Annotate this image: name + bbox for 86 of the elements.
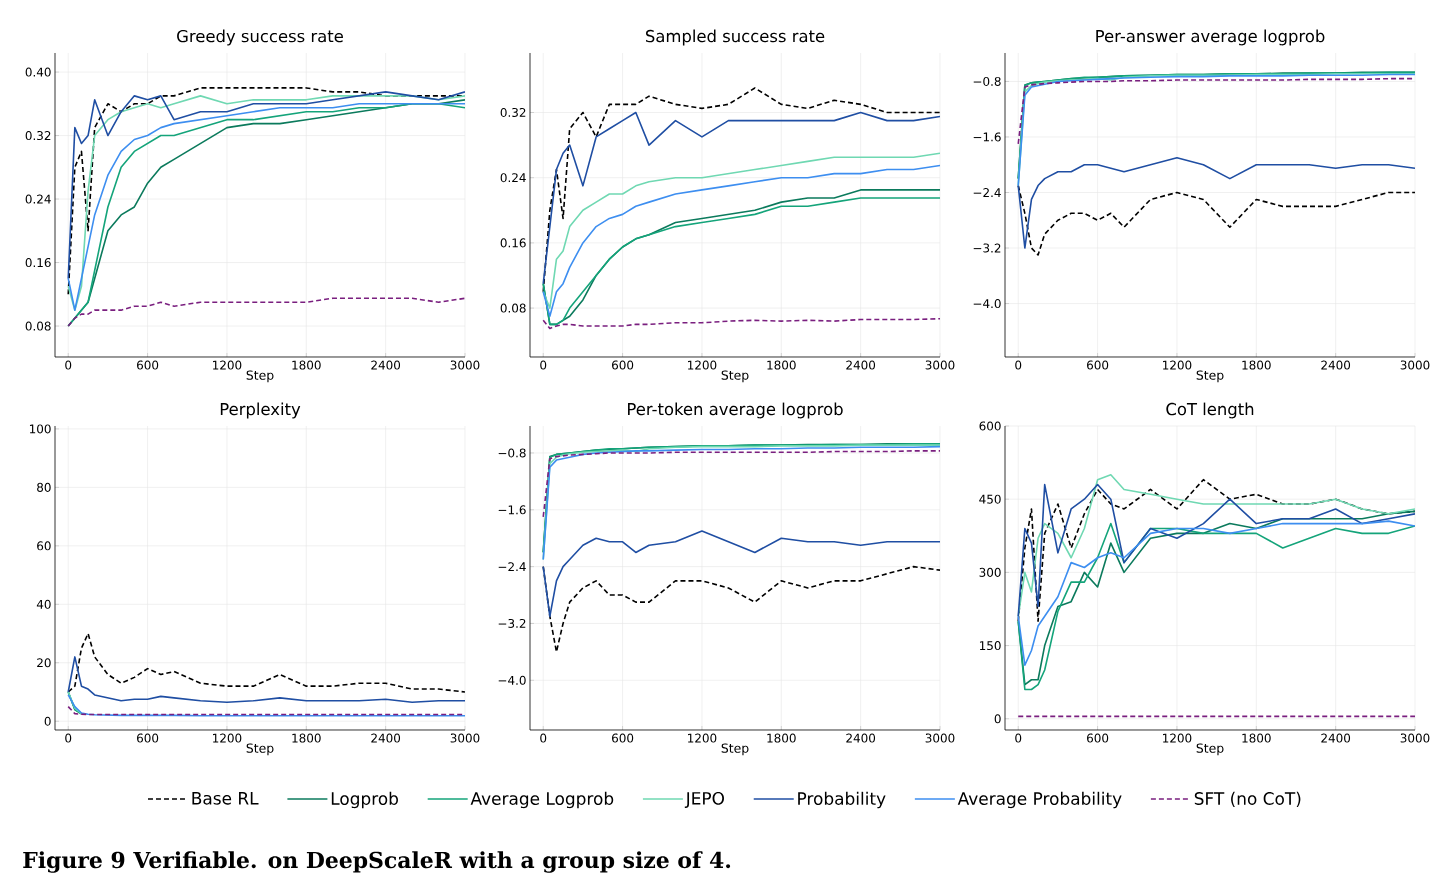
x-axis-title: Step	[721, 743, 749, 756]
y-tick-label: −0.8	[498, 448, 526, 458]
x-axis-title: Step	[246, 743, 274, 756]
y-tick-label: 0	[994, 714, 1001, 724]
x-tick-label: 3000	[1400, 733, 1430, 743]
x-tick-label: 3000	[925, 360, 955, 370]
chart-title: Per-token average logprob	[628, 402, 843, 419]
x-tick-label: 3000	[450, 733, 480, 743]
x-tick-label: 2400	[1321, 733, 1351, 743]
y-tick-label: 0.08	[500, 303, 526, 313]
x-tick-label: 2400	[371, 733, 401, 743]
x-tick-label: 600	[612, 360, 634, 370]
y-tick-label: 450	[979, 494, 1001, 504]
y-tick-label: 0.32	[25, 131, 51, 141]
x-tick-label: 0	[540, 360, 547, 370]
x-tick-label: 600	[137, 733, 159, 743]
legend-label: Average Logprob	[470, 791, 614, 809]
x-tick-label: 600	[612, 733, 634, 743]
x-tick-label: 600	[1087, 360, 1109, 370]
y-tick-label: 60	[37, 541, 51, 551]
x-tick-label: 3000	[450, 360, 480, 370]
x-tick-label: 0	[540, 733, 547, 743]
y-tick-label: 0.32	[500, 107, 526, 118]
x-tick-label: 3000	[1400, 360, 1430, 370]
x-tick-label: 1200	[1163, 360, 1192, 370]
y-tick-label: −3.2	[973, 243, 1001, 253]
y-tick-label: 40	[36, 599, 51, 609]
x-tick-label: 1800	[292, 360, 321, 370]
chart-title: Sampled success rate	[645, 29, 825, 46]
x-tick-label: 0	[65, 733, 72, 743]
text: Figure 9 Verifiable. on DeepScaleR with a group size of 4.	[23, 851, 731, 873]
y-tick-label: 0.08	[25, 321, 51, 331]
x-tick-label: 1800	[767, 360, 796, 370]
x-tick-label: 2400	[846, 733, 876, 743]
x-tick-label: 1200	[213, 360, 242, 370]
y-tick-label: 0.24	[500, 173, 526, 183]
y-tick-label: 0.24	[25, 194, 51, 204]
y-tick-label: −3.2	[498, 618, 526, 628]
x-tick-label: 1800	[292, 733, 321, 743]
y-tick-label: 80	[37, 482, 51, 492]
x-tick-label: 0	[1015, 733, 1022, 743]
x-axis-title: Step	[721, 370, 749, 383]
y-tick-label: 0.40	[25, 67, 51, 77]
y-tick-label: −2.4	[498, 562, 526, 572]
y-tick-label: 0	[44, 716, 51, 726]
chart-title: Per-answer average logprob	[1096, 29, 1325, 46]
chart-title: Greedy success rate	[177, 29, 343, 46]
x-tick-label: 2400	[846, 360, 876, 370]
x-tick-label: 600	[137, 360, 159, 370]
y-tick-label: −1.6	[973, 132, 1001, 142]
y-tick-label: −0.8	[973, 76, 1001, 86]
y-tick-label: 20	[37, 658, 51, 668]
x-tick-label: 2400	[371, 360, 401, 370]
x-axis-title: Step	[1196, 370, 1224, 383]
x-tick-label: 1200	[688, 733, 717, 743]
chart-title: CoT length	[1166, 402, 1254, 419]
x-tick-label: 3000	[925, 733, 955, 743]
y-tick-label: 600	[979, 421, 1001, 431]
x-tick-label: 2400	[1321, 360, 1351, 370]
x-axis-title: Step	[246, 370, 274, 383]
y-tick-label: 100	[29, 424, 51, 434]
x-tick-label: 1200	[1163, 733, 1192, 743]
y-tick-label: −2.4	[973, 188, 1001, 197]
y-tick-label: −1.6	[498, 505, 526, 515]
chart-title: Perplexity	[220, 402, 301, 419]
legend-label: Logprob	[331, 791, 398, 809]
y-tick-label: −4.0	[498, 675, 526, 685]
x-tick-label: 1800	[1242, 733, 1271, 743]
x-tick-label: 1200	[213, 733, 242, 743]
y-tick-label: 300	[979, 567, 1001, 577]
legend-label: Base RL	[192, 792, 259, 805]
x-tick-label: 1800	[767, 733, 796, 743]
y-tick-label: 0.16	[25, 258, 51, 268]
legend-label: Average Probability	[957, 791, 1122, 809]
legend-label: SFT (no CoT)	[1194, 791, 1301, 807]
x-tick-label: 600	[1087, 733, 1109, 743]
x-tick-label: 1800	[1242, 360, 1271, 370]
y-tick-label: 0.16	[500, 238, 526, 248]
legend-label: JEPO	[684, 791, 724, 808]
x-tick-label: 0	[1015, 360, 1022, 370]
y-tick-label: −4.0	[973, 299, 1001, 309]
x-tick-label: 1200	[688, 360, 717, 370]
x-tick-label: 0	[65, 360, 72, 370]
y-tick-label: 150	[979, 641, 1001, 651]
x-axis-title: Step	[1196, 743, 1224, 756]
legend-label: Probability	[798, 791, 886, 809]
